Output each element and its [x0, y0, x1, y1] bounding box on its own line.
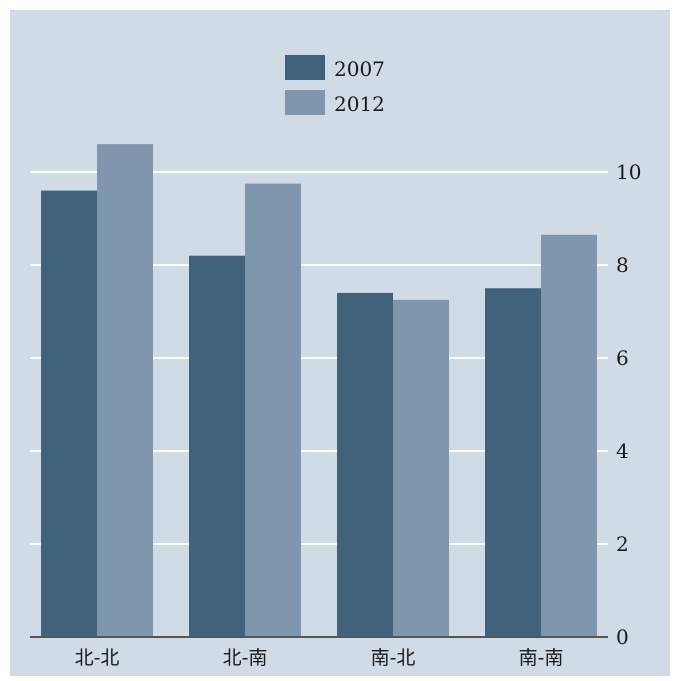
- legend-swatch-2007: [285, 55, 325, 80]
- y-tick-label: 8: [616, 253, 629, 277]
- bar-2012-0: [97, 144, 153, 637]
- y-tick-label: 4: [616, 439, 629, 463]
- legend: 2007 2012: [285, 55, 385, 116]
- x-category-label: 南-南: [519, 647, 564, 669]
- bar-2007-2: [337, 292, 393, 637]
- bar-2007-3: [485, 288, 541, 637]
- y-axis-ticks: 0 2 4 6 8 10: [616, 160, 641, 649]
- legend-swatch-2012: [285, 90, 325, 115]
- y-tick-label: 2: [616, 532, 629, 556]
- bar-2012-1: [245, 183, 301, 637]
- y-tick-label: 0: [616, 625, 629, 649]
- x-axis-categories: 北-北 北-南 南-北 南-南: [75, 647, 564, 669]
- y-tick-label: 6: [616, 346, 629, 370]
- legend-label-2007: 2007: [334, 57, 385, 81]
- bar-2012-3: [541, 234, 597, 637]
- x-category-label: 南-北: [371, 647, 416, 669]
- legend-label-2012: 2012: [334, 92, 385, 116]
- x-category-label: 北-北: [75, 647, 120, 669]
- bars: [41, 144, 597, 637]
- y-tick-label: 10: [616, 160, 641, 184]
- bar-2007-0: [41, 190, 97, 637]
- bar-2012-2: [393, 299, 449, 637]
- bar-2007-1: [189, 255, 245, 637]
- x-category-label: 北-南: [223, 647, 268, 669]
